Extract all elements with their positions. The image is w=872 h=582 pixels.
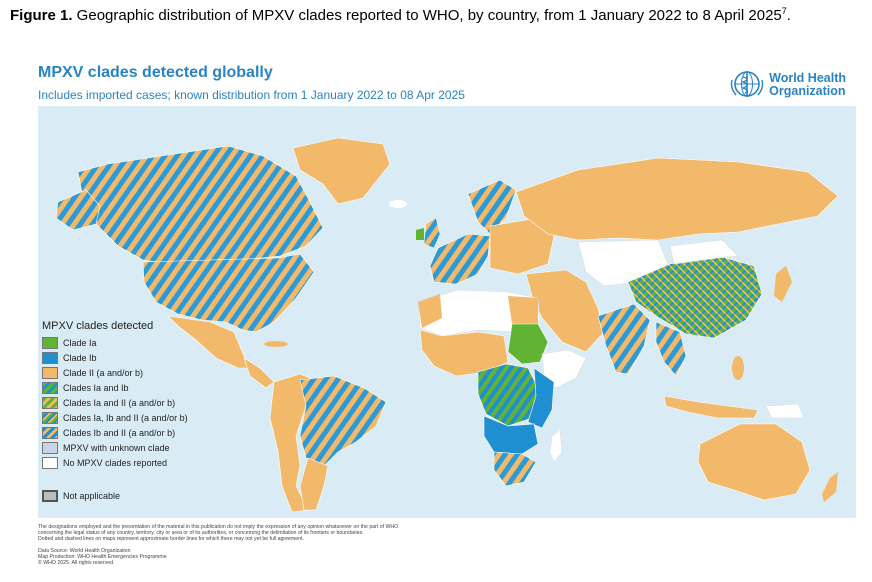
who-logo: World Health Organization xyxy=(729,68,846,102)
papua-new-guinea xyxy=(765,403,805,419)
philippines xyxy=(732,356,744,380)
disclaimer-line: Dotted and dashed lines on maps represen… xyxy=(38,536,304,542)
legend-label: Clades Ib and II (a and/or b) xyxy=(63,427,176,438)
disclaimer: The designations employed and the presen… xyxy=(38,524,538,542)
legend-label: No MPXV clades reported xyxy=(63,457,168,468)
legend-swatch xyxy=(42,426,58,439)
legend-swatch xyxy=(42,336,58,349)
source-line: Data Source: World Health Organization xyxy=(38,548,131,554)
legend-label: MPXV with unknown clade xyxy=(63,442,170,453)
sudan xyxy=(507,323,549,365)
legend-item-unknown-clade: MPXV with unknown clade xyxy=(42,440,207,455)
mongolia xyxy=(669,239,739,265)
legend-swatch xyxy=(42,396,58,409)
canada xyxy=(77,145,324,265)
legend-label: Clades Ia, Ib and II (a and/or b) xyxy=(63,412,188,423)
legend-swatch xyxy=(42,441,58,454)
ireland xyxy=(416,228,424,240)
legend-item-no-clades: No MPXV clades reported xyxy=(42,455,207,470)
caption-end: . xyxy=(786,7,791,24)
legend-item-clades-ia-ii: Clades Ia and II (a and/or b) xyxy=(42,395,207,410)
map-figure: MPXV clades detected globally Includes i… xyxy=(30,58,856,574)
madagascar xyxy=(549,429,563,463)
united-kingdom xyxy=(423,217,441,249)
legend-label: Clades Ia and II (a and/or b) xyxy=(63,397,176,408)
angola-zambia xyxy=(483,415,539,455)
alaska xyxy=(55,189,101,231)
legend-label: Clades Ia and Ib xyxy=(63,382,129,393)
disclaimer-line: The designations employed and the presen… xyxy=(38,524,399,530)
legend-item-clade-ia: Clade Ia xyxy=(42,335,207,350)
legend-swatch xyxy=(42,381,58,394)
south-africa xyxy=(493,451,537,487)
source-line: © WHO 2025. All rights reserved. xyxy=(38,560,115,566)
map-legend: MPXV clades detected Clade Ia Clade Ib C… xyxy=(42,320,207,470)
caption-text: Geographic distribution of MPXV clades r… xyxy=(72,7,782,24)
scandinavia xyxy=(467,179,517,235)
legend-item-clades-ia-ib-ii: Clades Ia, Ib and II (a and/or b) xyxy=(42,410,207,425)
united-states xyxy=(142,253,315,333)
egypt xyxy=(508,296,538,324)
russia xyxy=(515,157,839,241)
new-zealand xyxy=(822,472,838,502)
western-europe xyxy=(429,233,491,285)
legend-label: Clade Ia xyxy=(63,337,97,348)
legend-item-clade-ib: Clade Ib xyxy=(42,350,207,365)
greenland xyxy=(292,137,391,205)
legend-swatch xyxy=(42,351,58,364)
source-line: Map Production: WHO Health Emergencies P… xyxy=(38,554,167,560)
caption-label: Figure 1. xyxy=(10,7,73,24)
map-subtitle: Includes imported cases; known distribut… xyxy=(38,88,465,102)
who-name-line1: World Health xyxy=(769,71,846,85)
world-map-svg xyxy=(55,137,839,513)
iceland xyxy=(389,200,407,208)
figure-caption: Figure 1. Geographic distribution of MPX… xyxy=(10,6,862,25)
who-emblem-icon xyxy=(730,71,764,97)
cuba xyxy=(264,341,288,347)
data-source: Data Source: World Health Organization M… xyxy=(38,548,338,566)
central-america xyxy=(243,357,275,389)
who-name-line2: Organization xyxy=(769,84,846,98)
legend-swatch xyxy=(42,456,58,469)
argentina xyxy=(299,457,329,511)
japan xyxy=(774,266,792,302)
legend-label: Clade II (a and/or b) xyxy=(63,367,144,378)
indonesia xyxy=(663,395,759,419)
legend-title: MPXV clades detected xyxy=(42,320,154,332)
world-map xyxy=(38,106,856,518)
legend-swatch xyxy=(42,366,58,379)
map-title: MPXV clades detected globally xyxy=(38,64,273,81)
east-africa xyxy=(527,367,555,429)
legend-item-clade-ii: Clade II (a and/or b) xyxy=(42,365,207,380)
legend-swatch xyxy=(42,490,58,502)
legend-label: Not applicable xyxy=(63,491,121,501)
legend-label: Clade Ib xyxy=(63,352,97,363)
mexico xyxy=(167,315,253,369)
morocco xyxy=(418,294,442,328)
legend-item-clades-ib-ii: Clades Ib and II (a and/or b) xyxy=(42,425,207,440)
brazil xyxy=(299,375,387,469)
legend-swatch xyxy=(42,411,58,424)
legend-not-applicable: Not applicable xyxy=(42,490,120,502)
caption-superscript: 7 xyxy=(781,6,787,16)
australia xyxy=(697,423,811,501)
disclaimer-line: concerning the legal status of any count… xyxy=(38,530,364,536)
legend-item-clades-ia-ib: Clades Ia and Ib xyxy=(42,380,207,395)
india xyxy=(597,303,651,375)
southeast-asia xyxy=(655,321,687,377)
